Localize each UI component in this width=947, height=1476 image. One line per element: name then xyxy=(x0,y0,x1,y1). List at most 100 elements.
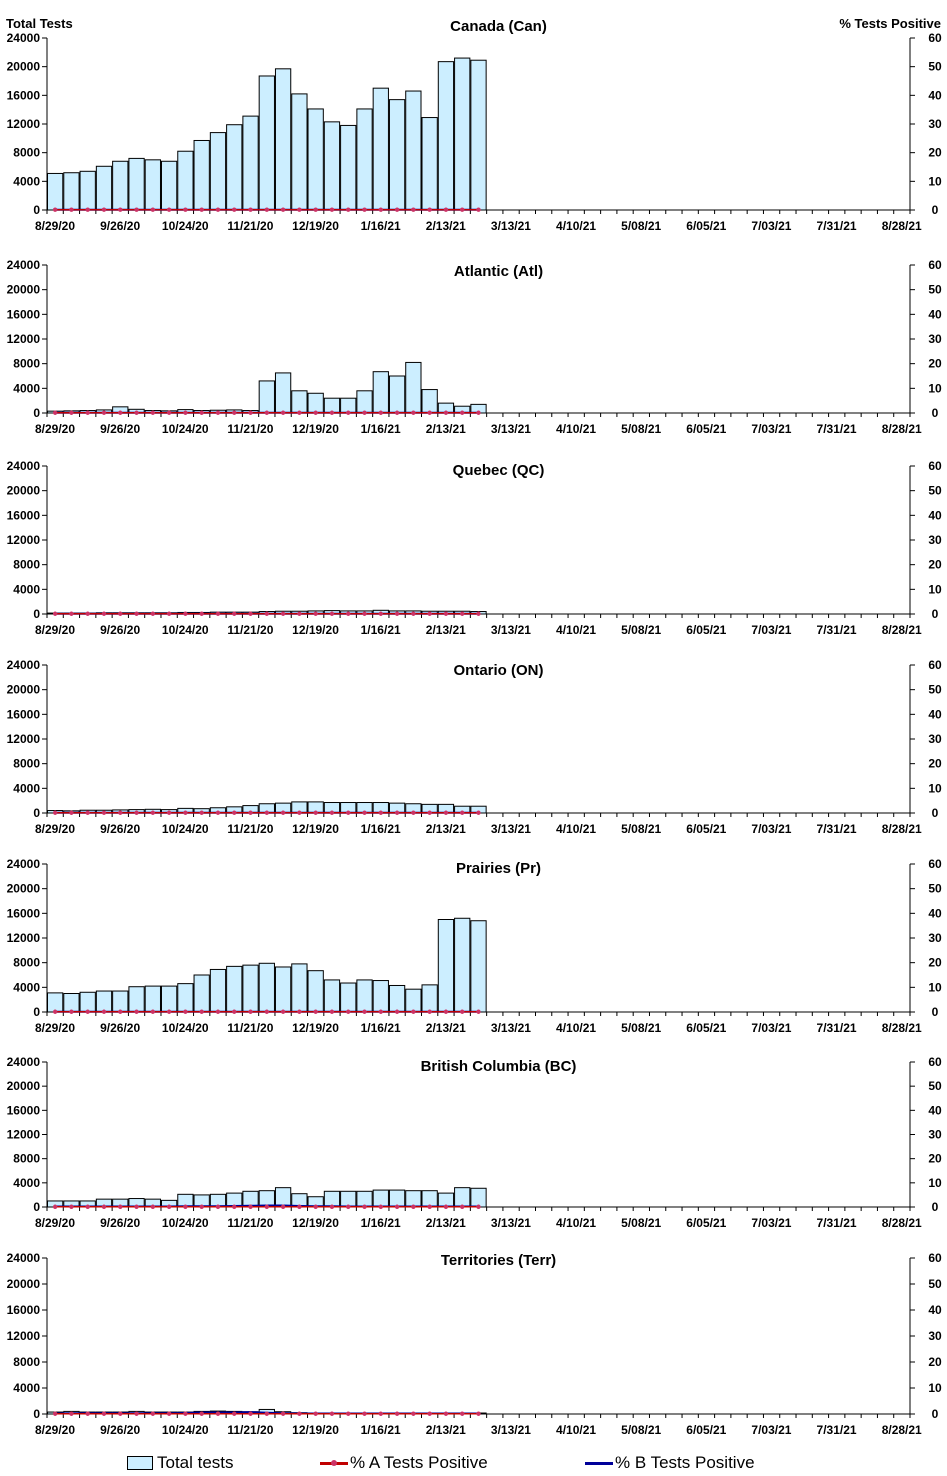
series-pct-a-point xyxy=(346,1204,351,1209)
series-pct-a-point xyxy=(232,207,237,212)
series-pct-a-point xyxy=(183,1204,188,1209)
series-pct-a-point xyxy=(232,611,237,616)
legend-label-pct-b: % B Tests Positive xyxy=(615,1453,755,1472)
legend-swatch-pct-a xyxy=(320,1459,348,1466)
series-pct-a-point xyxy=(264,410,270,415)
y-tick-label: 16000 xyxy=(7,307,41,321)
series-pct-a-point xyxy=(118,810,123,815)
x-tick-label: 3/13/21 xyxy=(491,1216,531,1230)
series-pct-a-point xyxy=(329,810,335,815)
x-tick-label: 11/21/20 xyxy=(227,422,273,436)
bar xyxy=(112,160,129,211)
series-pct-a-point xyxy=(362,810,367,815)
bar xyxy=(340,982,357,1013)
bar xyxy=(323,121,341,211)
x-tick-label: 7/31/21 xyxy=(817,422,857,436)
series-pct-a-point xyxy=(378,1411,384,1416)
x-tick-label: 3/13/21 xyxy=(491,219,531,233)
x-tick-label: 8/28/21 xyxy=(882,822,922,836)
x-tick-label: 5/08/21 xyxy=(621,1423,661,1437)
series-pct-a-point xyxy=(411,410,416,415)
x-tick-label: 9/26/20 xyxy=(100,422,140,436)
bar xyxy=(470,920,487,1013)
series-pct-a-point xyxy=(248,810,253,815)
series-pct-a-point xyxy=(460,1009,465,1014)
x-tick-label: 11/21/20 xyxy=(227,822,273,836)
chart-title: Ontario (ON) xyxy=(454,662,544,679)
bar xyxy=(454,1187,471,1208)
x-tick-label: 11/21/20 xyxy=(227,1216,273,1230)
y-tick-label: 12000 xyxy=(7,931,41,945)
series-pct-a-point xyxy=(411,1009,416,1014)
y2-tick-label: 30 xyxy=(928,931,942,945)
y-tick-label: 0 xyxy=(33,607,40,621)
bar xyxy=(160,160,178,211)
y2-tick-label: 50 xyxy=(928,60,942,74)
series-pct-a-point xyxy=(329,1009,335,1014)
y2-tick-label: 10 xyxy=(928,381,942,395)
x-tick-label: 2/13/21 xyxy=(426,822,466,836)
bar xyxy=(258,75,275,211)
x-tick-label: 3/13/21 xyxy=(491,422,531,436)
series-pct-a-point xyxy=(378,611,384,616)
bar xyxy=(421,117,438,211)
x-tick-label: 8/28/21 xyxy=(882,422,922,436)
y-tick-label: 20000 xyxy=(7,1277,41,1291)
y2-tick-label: 40 xyxy=(928,707,942,721)
y-tick-label: 8000 xyxy=(13,1152,40,1166)
series-pct-a-point xyxy=(248,611,253,616)
x-tick-label: 1/16/21 xyxy=(361,623,401,637)
series-pct-a-point xyxy=(85,410,90,415)
x-tick-label: 7/31/21 xyxy=(817,1021,857,1035)
bar xyxy=(372,980,389,1013)
series-pct-a-point xyxy=(150,1009,156,1014)
x-tick-label: 1/16/21 xyxy=(361,822,401,836)
series-pct-a-point xyxy=(460,1204,465,1209)
x-tick-label: 12/19/20 xyxy=(292,822,339,836)
bar xyxy=(388,375,406,414)
bar xyxy=(63,993,80,1013)
bar xyxy=(454,57,471,211)
x-tick-label: 7/03/21 xyxy=(751,623,791,637)
series-pct-a-point xyxy=(150,1204,156,1209)
x-tick-label: 5/08/21 xyxy=(621,1021,661,1035)
x-tick-label: 11/21/20 xyxy=(227,623,273,637)
bar xyxy=(388,99,406,211)
bar xyxy=(160,985,178,1013)
y-tick-label: 16000 xyxy=(7,707,41,721)
chart-title: Territories (Terr) xyxy=(441,1252,556,1269)
series-pct-a-point xyxy=(248,1411,253,1416)
series-pct-a-point xyxy=(85,810,90,815)
bar xyxy=(274,372,292,414)
y2-tick-label: 20 xyxy=(928,1355,942,1369)
x-tick-label: 10/24/20 xyxy=(162,822,209,836)
x-tick-label: 9/26/20 xyxy=(100,822,140,836)
x-tick-label: 8/28/21 xyxy=(882,1021,922,1035)
series-pct-a-point xyxy=(362,1411,367,1416)
series-pct-a-point xyxy=(378,810,384,815)
series-pct-a-point xyxy=(297,1204,302,1209)
bar xyxy=(307,970,324,1013)
y-tick-label: 24000 xyxy=(7,1251,41,1265)
series-pct-a-point xyxy=(362,410,367,415)
x-tick-label: 5/08/21 xyxy=(621,219,661,233)
x-tick-label: 2/13/21 xyxy=(426,219,466,233)
y-tick-label: 20000 xyxy=(7,484,41,498)
x-tick-label: 7/03/21 xyxy=(751,1216,791,1230)
y-tick-label: 0 xyxy=(33,1005,40,1019)
bar xyxy=(437,919,455,1013)
bar xyxy=(242,964,259,1013)
x-tick-label: 8/29/20 xyxy=(35,219,75,233)
series-pct-a-point xyxy=(329,1204,335,1209)
bar xyxy=(274,1187,292,1208)
series-pct-a-point xyxy=(427,611,432,616)
series-pct-a-point xyxy=(394,207,400,212)
series-pct-a-point xyxy=(52,207,58,212)
x-tick-label: 12/19/20 xyxy=(292,1423,339,1437)
y2-tick-label: 50 xyxy=(928,1079,942,1093)
bar xyxy=(470,1187,487,1208)
bar xyxy=(258,962,275,1013)
series-pct-a-point xyxy=(280,410,286,415)
x-tick-label: 3/13/21 xyxy=(491,623,531,637)
